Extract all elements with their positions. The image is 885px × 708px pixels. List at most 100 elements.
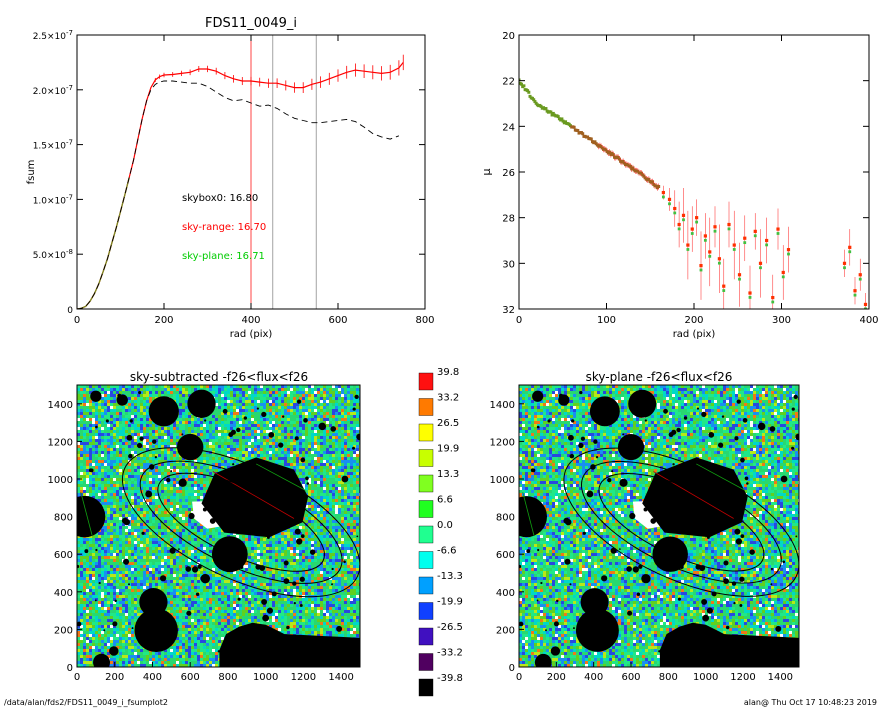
sky-pixel <box>131 415 134 418</box>
mu-profile-point <box>621 159 625 163</box>
sky-pixel <box>272 442 275 445</box>
sky-pixel <box>158 535 161 538</box>
sky-pixel <box>167 472 170 475</box>
sky-pixel <box>164 478 167 481</box>
sky-pixel <box>302 526 305 529</box>
sky-pixel <box>146 529 149 532</box>
sky-pixel <box>128 541 131 544</box>
sky-pixel <box>242 397 245 400</box>
sky-pixel <box>161 550 164 553</box>
sky-pixel <box>263 391 266 394</box>
sky-pixel <box>149 481 152 484</box>
mu-profile-point <box>628 164 632 168</box>
sky-pixel <box>98 418 101 421</box>
sky-pixel <box>110 565 113 568</box>
sky-pixel <box>353 496 356 499</box>
sky-pixel <box>317 460 320 463</box>
sky-pixel <box>233 454 236 457</box>
sky-pixel <box>98 574 101 577</box>
sky-pixel <box>167 541 170 544</box>
sky-pixel <box>317 472 320 475</box>
sky-pixel <box>293 565 296 568</box>
sky-pixel <box>125 565 128 568</box>
sky-pixel <box>218 457 221 460</box>
sky-pixel <box>200 484 203 487</box>
sky-pixel <box>263 544 266 547</box>
fsum-ytick-label: 2.0×10-7 <box>33 84 73 97</box>
sky-pixel <box>98 385 101 388</box>
sky-pixel <box>125 532 128 535</box>
sky-pixel <box>236 457 239 460</box>
sky-pixel <box>164 505 167 508</box>
sky-pixel <box>113 511 116 514</box>
sky-pixel <box>311 412 314 415</box>
sky-pixel <box>95 481 98 484</box>
sky-pixel <box>167 391 170 394</box>
sky-pixel <box>266 559 269 562</box>
sky-pixel <box>350 529 353 532</box>
sky-pixel <box>92 553 95 556</box>
sky-pixel <box>161 532 164 535</box>
sky-pixel <box>182 463 185 466</box>
sky-pixel <box>317 388 320 391</box>
sky-pixel <box>290 562 293 565</box>
sky-pixel <box>317 526 320 529</box>
sky-pixel <box>329 397 332 400</box>
sky-pixel <box>257 535 260 538</box>
sky-pixel <box>284 409 287 412</box>
sky-pixel <box>194 535 197 538</box>
sky-pixel <box>110 544 113 547</box>
sky-pixel <box>338 508 341 511</box>
sky-pixel <box>134 406 137 409</box>
sky-pixel <box>350 565 353 568</box>
sky-pixel <box>332 442 335 445</box>
sky-pixel <box>146 454 149 457</box>
sky-pixel <box>83 436 86 439</box>
sky-pixel <box>263 457 266 460</box>
sky-pixel <box>131 565 134 568</box>
sky-pixel <box>227 532 230 535</box>
sky-pixel <box>266 388 269 391</box>
sky-pixel <box>143 484 146 487</box>
sky-pixel <box>317 451 320 454</box>
sky-pixel <box>317 409 320 412</box>
sky-pixel <box>92 493 95 496</box>
sky-pixel <box>176 394 179 397</box>
sky-pixel <box>254 406 257 409</box>
sky-pixel <box>254 409 257 412</box>
sky-pixel <box>269 565 272 568</box>
sky-pixel <box>308 430 311 433</box>
sky-pixel <box>194 532 197 535</box>
mu-scatter-point <box>690 227 694 231</box>
sky-pixel <box>326 412 329 415</box>
sky-pixel <box>143 565 146 568</box>
sky-pixel <box>278 532 281 535</box>
sky-pixel <box>299 418 302 421</box>
sky-pixel <box>101 526 104 529</box>
sky-pixel <box>188 505 191 508</box>
sky-pixel <box>149 523 152 526</box>
sky-pixel <box>314 511 317 514</box>
sky-pixel <box>176 538 179 541</box>
sky-pixel <box>296 544 299 547</box>
sky-pixel <box>191 553 194 556</box>
sky-pixel <box>239 409 242 412</box>
sky-pixel <box>212 436 215 439</box>
sky-pixel <box>155 445 158 448</box>
sky-pixel <box>107 388 110 391</box>
sky-pixel <box>143 463 146 466</box>
mu-scatter-point <box>737 273 742 277</box>
sky-pixel <box>152 454 155 457</box>
sky-pixel <box>215 532 218 535</box>
sky-pixel <box>164 502 167 505</box>
sky-pixel <box>164 547 167 550</box>
sky-pixel <box>101 448 104 451</box>
sky-pixel <box>332 457 335 460</box>
sky-pixel <box>332 517 335 520</box>
sky-pixel <box>248 562 251 565</box>
sky-pixel <box>353 517 356 520</box>
sky-pixel <box>236 433 239 436</box>
sky-pixel <box>89 535 92 538</box>
sky-pixel <box>233 388 236 391</box>
sky-pixel <box>131 568 134 571</box>
